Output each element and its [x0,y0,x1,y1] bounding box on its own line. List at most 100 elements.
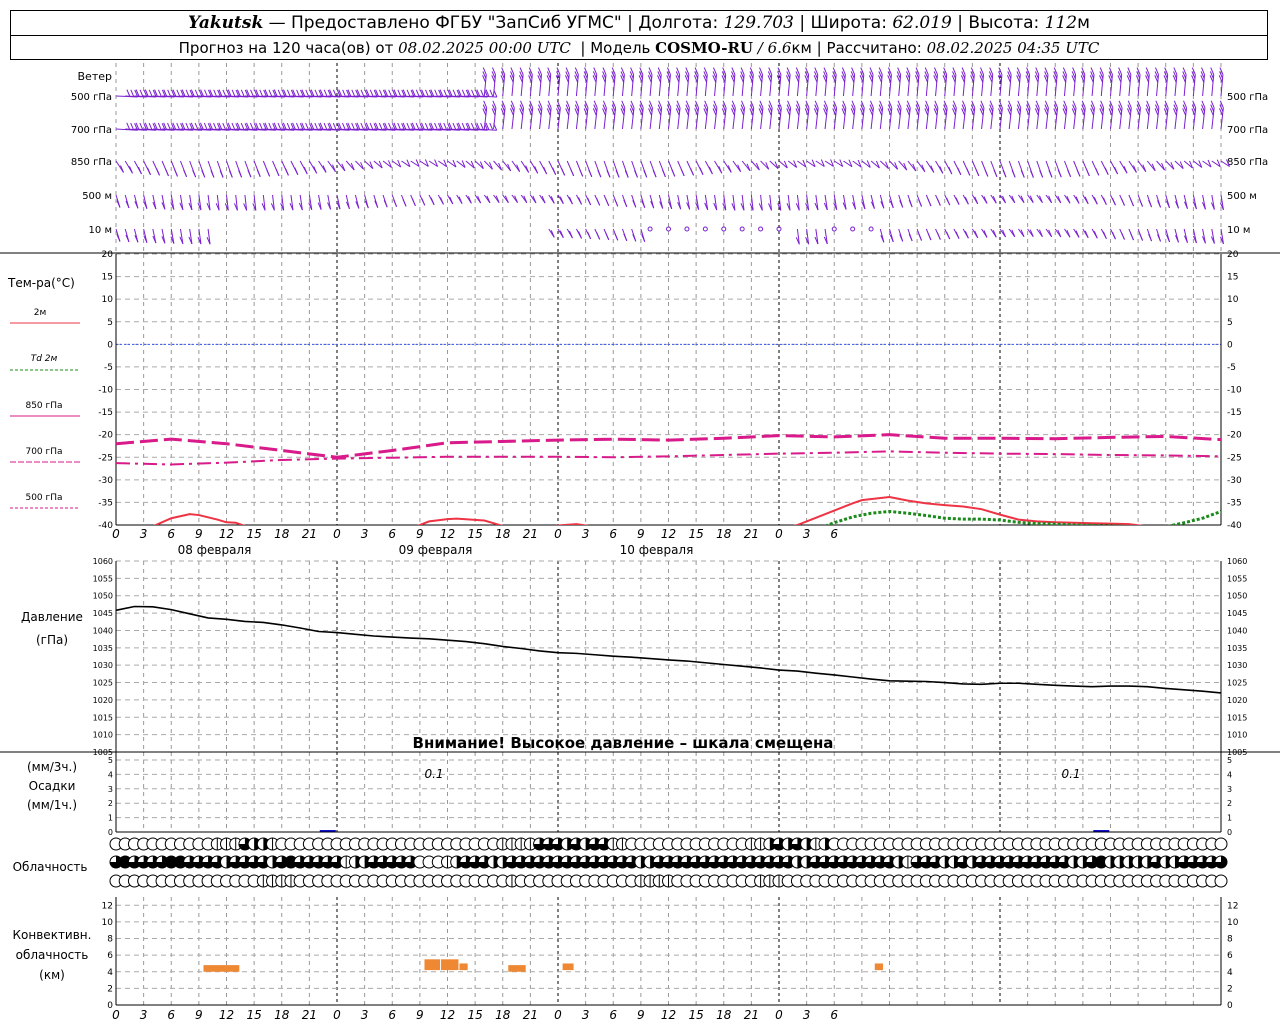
wind-barb-shaft [382,160,392,168]
wind-barb-flag [356,89,361,97]
wind-barb-flag [317,202,322,210]
wind-barb-flag [305,122,310,131]
wind-barb-flag [708,166,713,175]
wind-barb-shaft [686,194,691,210]
wind-barb-flag [538,104,542,112]
wind-barb-flag [569,230,573,239]
wind-barb-flag [482,108,487,116]
wind-barb-shaft [143,128,166,131]
wind-barb-flag [648,67,653,75]
wind-barb-flag [974,230,979,239]
wind-barb-flag [802,159,807,168]
wind-barb-flag [461,122,466,131]
wind-barb-flag [556,108,560,116]
wind-barb-flag [1173,67,1178,75]
wind-barb-flag [777,67,782,75]
wind-barb-flag [768,100,773,108]
wind-barb-flag [1198,160,1203,168]
wind-barb-shaft [889,160,899,170]
wind-barb-flag [758,71,763,79]
wind-barb-flag [443,122,448,131]
wind-barb-flag [163,122,168,131]
wind-barb-flag [197,236,202,245]
wind-barb-flag [120,165,124,173]
wind-barb-flag [878,71,883,79]
wind-barb-flag [161,236,166,244]
wind-barb-flag [1026,100,1031,108]
wind-barb-flag [887,104,892,112]
wind-barb-flag [776,75,781,83]
wind-barb-flag [992,196,997,204]
wind-barb-flag [1173,71,1177,79]
wind-barb-flag [1034,75,1039,83]
wind-barb-flag [786,104,791,112]
wind-barb-shaft [852,160,862,168]
wind-barb-flag [319,89,324,97]
wind-barb-flag [946,197,951,206]
wind-barb-flag [406,159,411,167]
wind-barb-flag [832,75,836,83]
y-tick-right: 1005 [1227,748,1247,757]
wind-barb-flag [848,159,853,167]
cloud-cover-mark [929,856,942,868]
wind-barb-flag [638,71,643,79]
x-tick-label: 15 [246,1008,261,1022]
wind-barb-flag [170,202,175,210]
y-tick-right: 1030 [1227,661,1247,670]
y-tick-left: -25 [98,453,113,463]
wind-barb-flag [1210,202,1215,210]
wind-barb-flag [388,122,392,131]
x-tick-label: 12 [440,527,455,541]
wind-barb-flag [897,104,902,112]
wind-barb-flag [421,122,425,131]
wind-barb-shaft [870,160,880,169]
wind-barb-flag [989,104,994,112]
wind-barb-flag [255,89,260,97]
wind-barb-flag [602,71,607,79]
wind-barb-flag [246,89,251,97]
legend-t2m-label: 2м [34,308,47,318]
wind-barb-flag [880,201,885,209]
wind-barb-flag [998,108,1002,116]
wind-barb-flag [749,67,754,75]
cloud-cover-mark [579,856,592,868]
wind-barb-flag [749,75,754,83]
wind-barb-flag [546,75,551,83]
wind-barb-flag [795,75,800,83]
wind-barb-flag [841,67,846,75]
wind-barb-flag [741,100,745,108]
wind-barb-flag [528,75,533,83]
wind-barb-flag [555,75,560,83]
cloud-cover-mark [211,856,224,868]
wind-barb-flag [498,162,503,171]
wind-barb-flag [519,108,524,116]
wind-barb-flag [350,162,355,171]
wind-barb-flag [224,203,229,211]
y-tick-left: -20 [98,431,113,441]
wind-barb-flag [1080,71,1085,79]
wind-barb-shaft [217,128,239,131]
wind-barb-flag [638,108,643,116]
wind-barb-flag [289,202,294,211]
wind-barb-flag [144,122,149,131]
wind-barb-flag [448,89,453,97]
wind-barb-flag [1154,108,1159,116]
wind-barb-flag [671,169,676,177]
wind-barb-flag [624,170,629,178]
wind-barb-flag [897,100,902,108]
cloud-cover-mark [367,856,380,868]
wind-barb-flag [861,201,866,210]
wind-barb-flag [852,202,857,210]
x-tick-label: 18 [274,1008,290,1022]
wind-barb-shaft [806,228,810,245]
wind-barb-shaft [281,128,304,131]
wind-barb-flag [1182,67,1187,75]
wind-barb-flag [1099,71,1104,79]
temperature-panel: Тем-ра(°С) 2м Td 2м 850 гПа 700 гПа 500 … [7,250,1242,557]
wind-barb-flag [130,89,135,98]
wind-barb-flag [804,71,809,79]
y-tick-right: -5 [1227,363,1236,373]
wind-barb-flag [823,104,828,112]
wind-barb-flag [979,71,984,79]
wind-barb-flag [605,198,610,207]
